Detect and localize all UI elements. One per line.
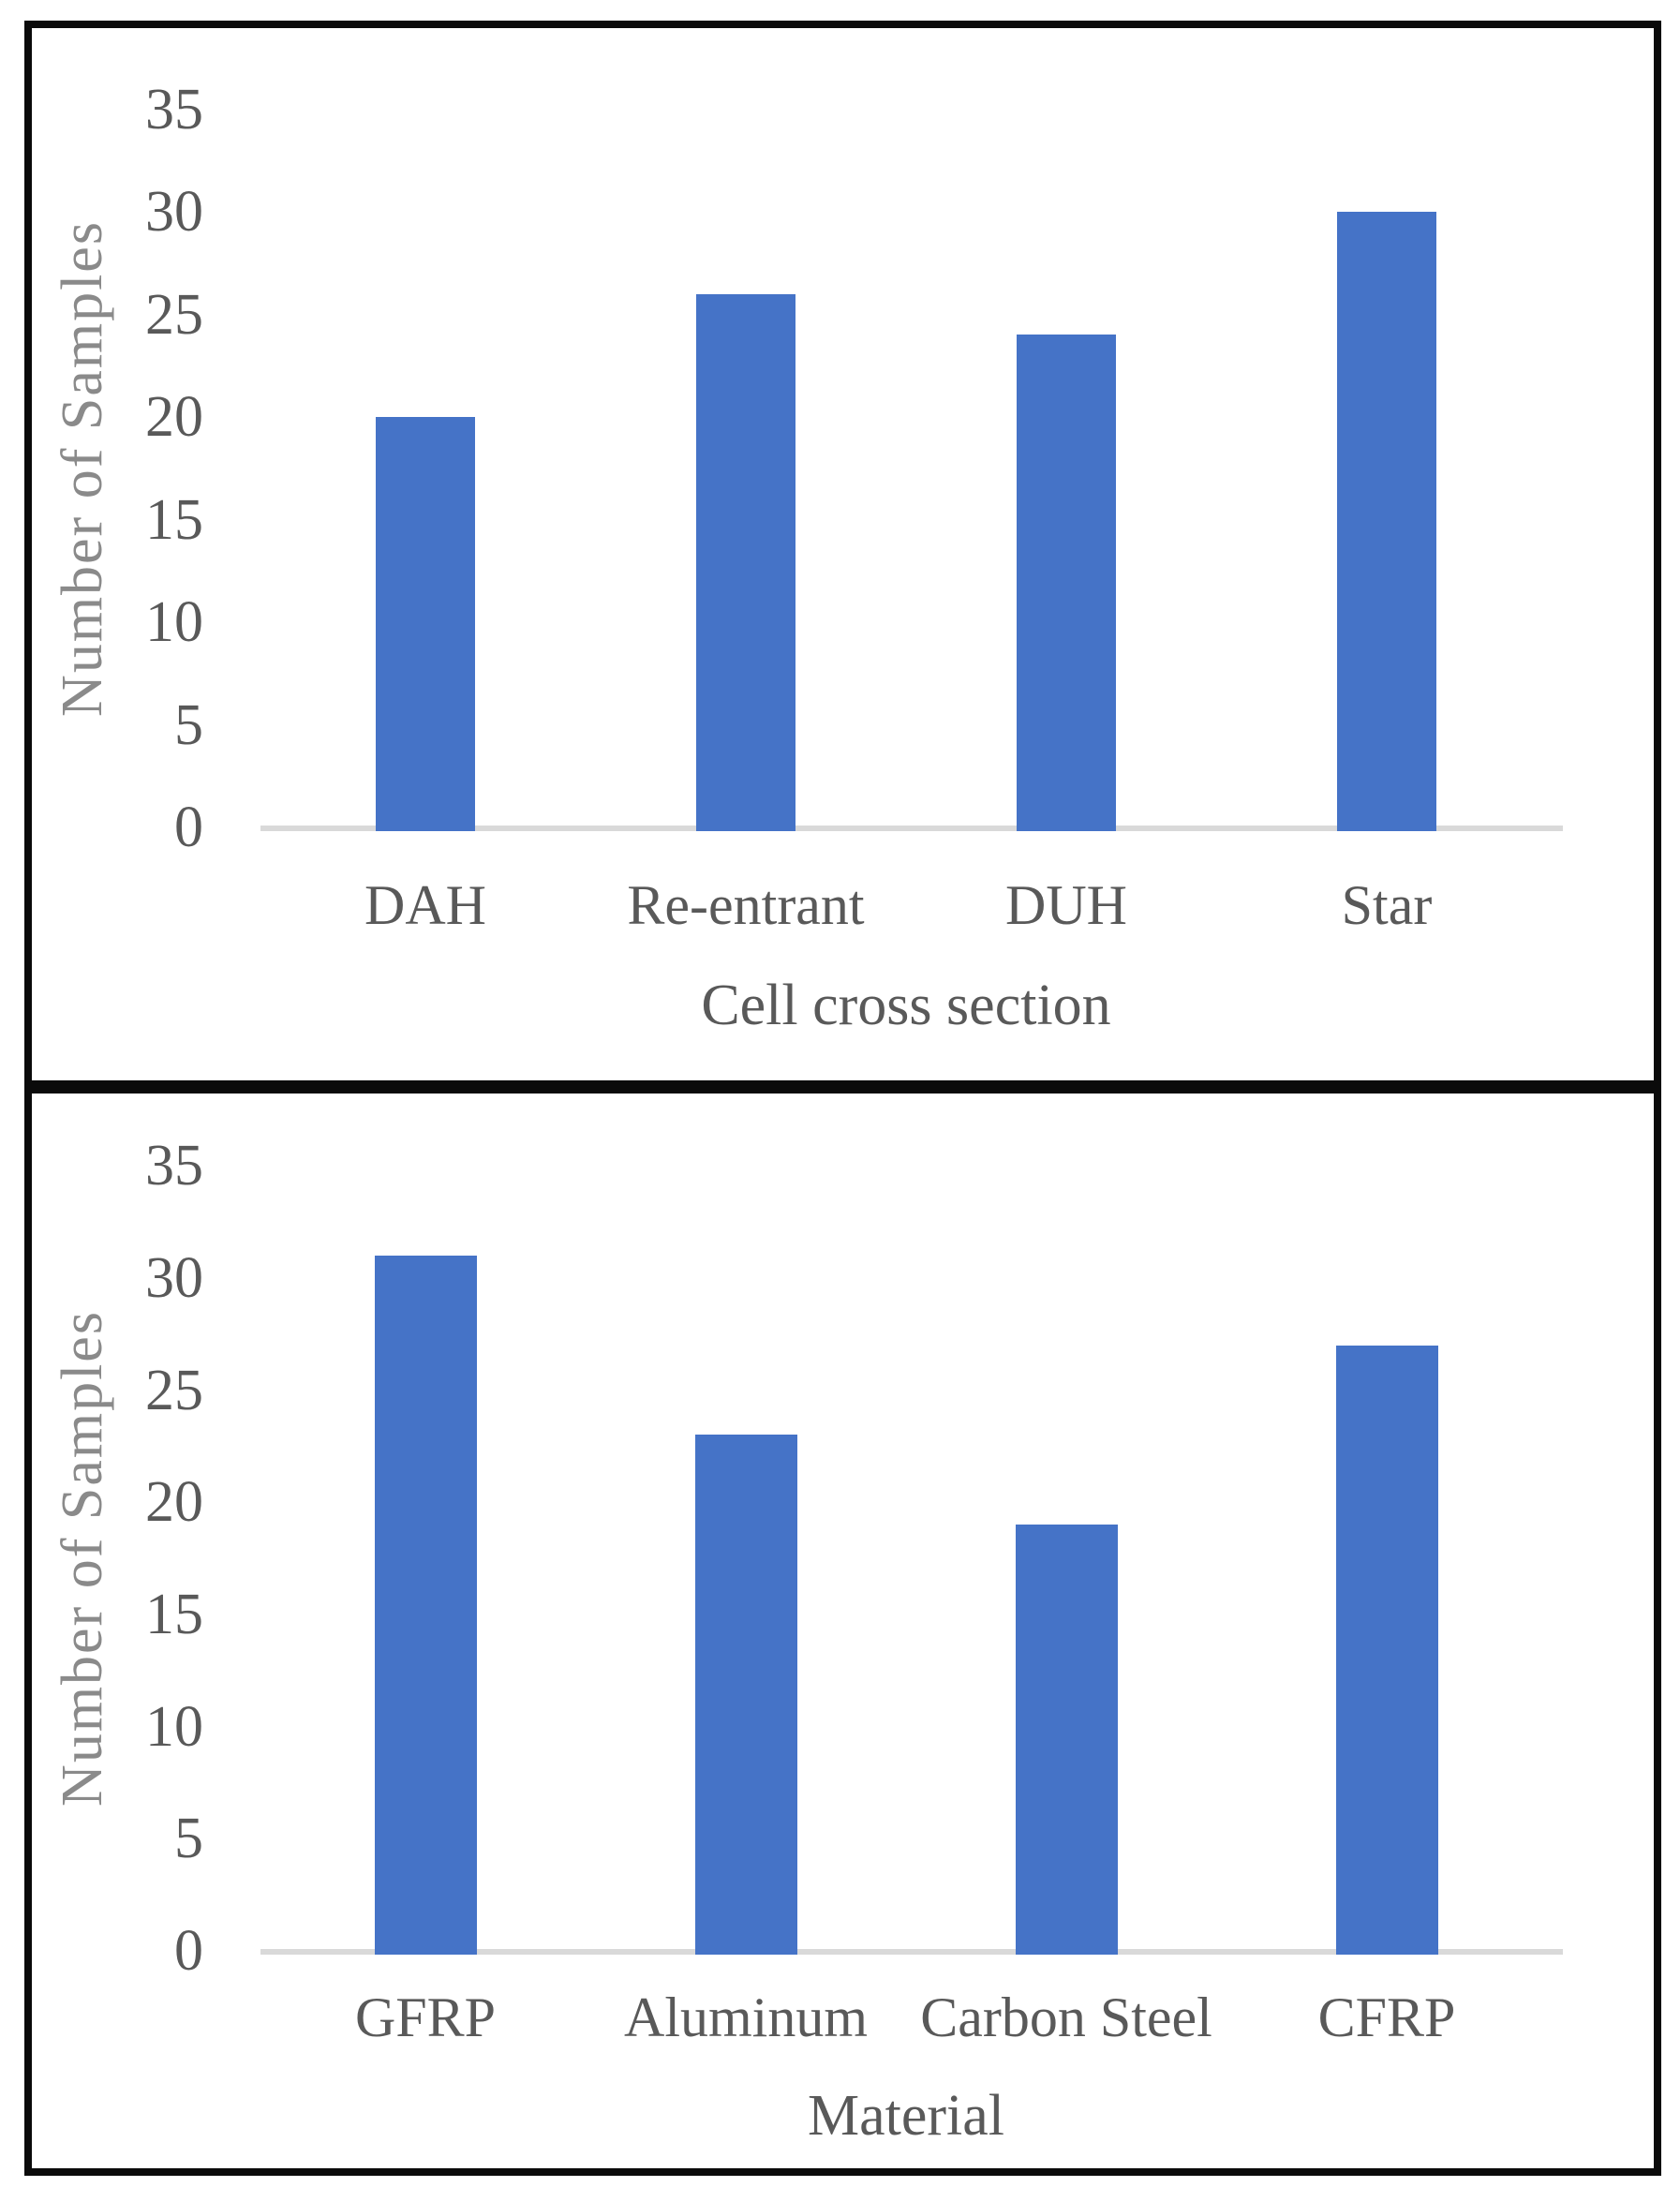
- y-tick-label: 25: [145, 1358, 203, 1422]
- x-axis-line: [260, 1949, 1563, 1955]
- y-tick-label: 15: [145, 1582, 203, 1646]
- y-tick-label: 30: [145, 1245, 203, 1310]
- x-axis-title: Material: [807, 2084, 1005, 2148]
- bar-carbon-steel: [1015, 1525, 1118, 1955]
- bar-dah: [376, 417, 475, 831]
- category-label-duh: DUH: [1005, 874, 1127, 936]
- category-label-carbon-steel: Carbon Steel: [920, 1986, 1212, 2048]
- y-tick-label: 5: [174, 692, 203, 757]
- y-tick-label: 10: [145, 1694, 203, 1759]
- y-tick-label: 30: [145, 180, 203, 244]
- x-axis-title: Cell cross section: [701, 974, 1111, 1037]
- y-tick-label: 0: [174, 1919, 203, 1983]
- category-label-gfrp: GFRP: [354, 1986, 497, 2048]
- bar-re-entrant: [696, 293, 795, 831]
- y-tick-label: 35: [145, 1134, 203, 1198]
- bar-cfrp: [1335, 1345, 1438, 1955]
- y-tick-label: 10: [145, 590, 203, 654]
- bar-star: [1337, 212, 1436, 831]
- category-label-aluminum: Aluminum: [623, 1986, 868, 2048]
- category-label-re-entrant: Re-entrant: [627, 874, 865, 936]
- panel-divider: [24, 1080, 1661, 1094]
- y-tick-label: 25: [145, 282, 203, 347]
- x-axis-line: [260, 826, 1563, 831]
- bar-gfrp: [374, 1255, 477, 1955]
- y-tick-label: 20: [145, 1470, 203, 1535]
- category-label-dah: DAH: [364, 874, 486, 936]
- figure-border: [24, 21, 1661, 2176]
- category-label-cfrp: CFRP: [1317, 1986, 1456, 2048]
- bar-aluminum: [694, 1435, 797, 1955]
- category-label-star: Star: [1341, 874, 1433, 936]
- y-tick-label: 0: [174, 796, 203, 859]
- y-tick-label: 20: [145, 385, 203, 449]
- y-tick-label: 15: [145, 487, 203, 552]
- y-tick-label: 35: [145, 77, 203, 141]
- bar-duh: [1017, 335, 1116, 831]
- y-tick-label: 5: [174, 1807, 203, 1871]
